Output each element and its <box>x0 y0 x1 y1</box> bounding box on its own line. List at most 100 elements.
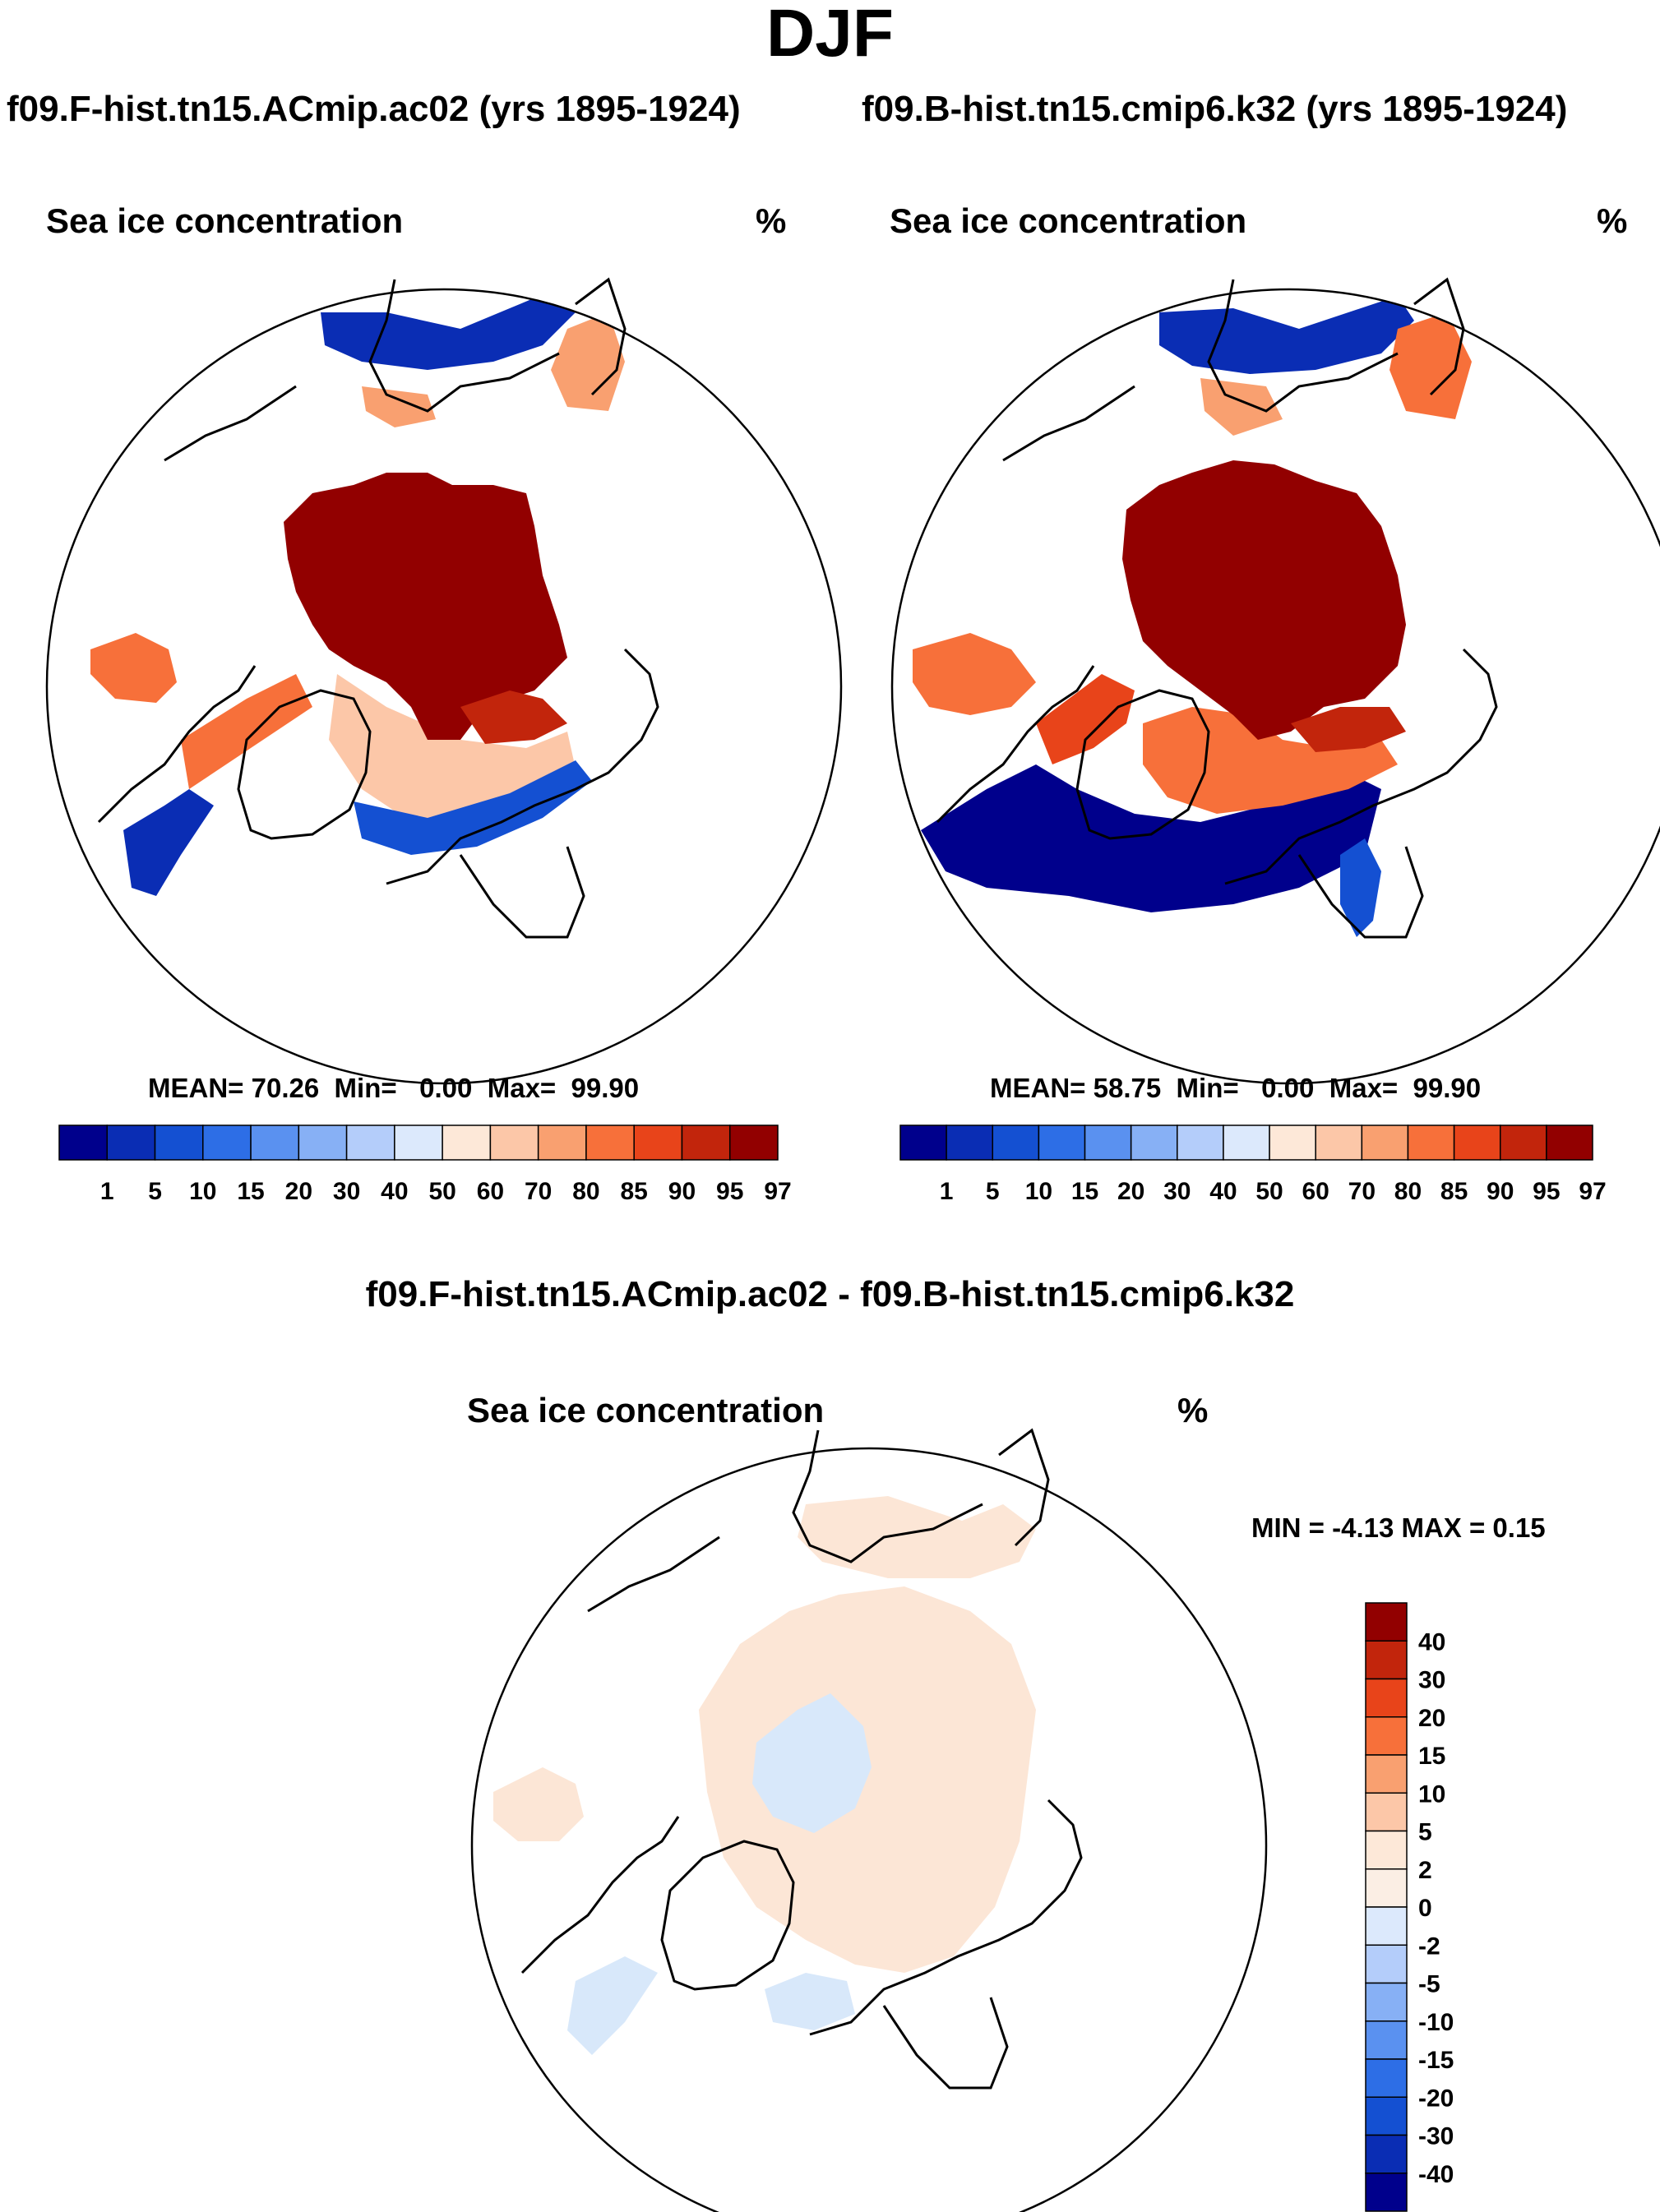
left-colorbar-label: 90 <box>668 1178 696 1205</box>
diff-colorbar-label: 40 <box>1418 1628 1445 1656</box>
left-colorbar-label: 95 <box>716 1178 743 1205</box>
right-variable-label: Sea ice concentration <box>890 201 1247 240</box>
right-colorbar-swatch <box>1177 1124 1224 1161</box>
left-okhotsk-ice <box>551 312 625 411</box>
diff-colorbar-swatch <box>1365 2058 1408 2098</box>
diff-colorbar-label: 10 <box>1418 1780 1445 1808</box>
right-greenland-sea-ice <box>1143 707 1398 814</box>
left-colorbar-swatch <box>394 1124 443 1161</box>
left-colorbar-label: 30 <box>333 1178 360 1205</box>
left-colorbar-label: 5 <box>148 1178 162 1205</box>
right-atlantic-open-water <box>921 764 1381 912</box>
right-case-title: f09.B-hist.tn15.cmip6.k32 (yrs 1895-1924… <box>862 89 1568 129</box>
right-bering-ice <box>1200 378 1283 436</box>
right-colorbar-label: 97 <box>1579 1178 1606 1205</box>
left-colorbar-swatch <box>154 1124 204 1161</box>
right-colorbar-label: 50 <box>1255 1178 1283 1205</box>
right-arctic-core <box>1122 460 1406 740</box>
right-colorbar-swatch <box>946 1124 994 1161</box>
left-colorbar-label: 50 <box>428 1178 455 1205</box>
left-map-boundary <box>45 288 843 1085</box>
diff-colorbar-swatch <box>1365 1944 1408 1984</box>
diff-colorbar-swatch <box>1365 1792 1408 1832</box>
diff-map-boundary <box>470 1447 1268 2212</box>
left-labrador-ice <box>181 674 312 789</box>
right-colorbar-swatch <box>1315 1124 1363 1161</box>
right-labrador-ice <box>1036 674 1135 764</box>
left-kara-ice <box>460 690 567 744</box>
diff-colorbar-label: -15 <box>1418 2047 1454 2074</box>
diff-central-negative <box>752 1693 872 1833</box>
right-colorbar-label: 70 <box>1348 1178 1376 1205</box>
diff-variable-label: Sea ice concentration <box>467 1391 825 1429</box>
right-map-boundary <box>890 288 1660 1085</box>
diff-colorbar-label: 2 <box>1418 1857 1432 1884</box>
right-colorbar-swatch <box>1038 1124 1086 1161</box>
left-stats: MEAN= 70.26 Min= 0.00 Max= 99.90 <box>148 1073 640 1103</box>
left-scandinavia-coast <box>459 846 585 939</box>
right-colorbar-label: 95 <box>1533 1178 1560 1205</box>
left-arctic-core <box>284 473 567 740</box>
right-units-label: % <box>1597 201 1628 240</box>
right-alaska-coast <box>1002 385 1135 462</box>
left-colorbar-swatch <box>250 1124 300 1161</box>
left-colorbar-swatch <box>585 1124 635 1161</box>
right-colorbar-label: 40 <box>1209 1178 1237 1205</box>
left-colorbar-swatch <box>489 1124 539 1161</box>
left-eurasia-coast <box>386 648 659 885</box>
left-case-title: f09.F-hist.tn15.ACmip.ac02 (yrs 1895-192… <box>7 89 741 129</box>
diff-min-max: MIN = -4.13 MAX = 0.15 <box>1251 1512 1546 1543</box>
left-colorbar-swatch <box>681 1124 731 1161</box>
left-mean-value: 70.26 <box>251 1073 320 1103</box>
diff-colorbar-swatch <box>1365 1868 1408 1908</box>
diff-okhotsk-positive <box>798 1496 1036 1578</box>
diff-eurasia-coast <box>809 1799 1083 2036</box>
left-greenland-coast <box>237 689 372 840</box>
right-okhotsk-ice <box>1389 312 1472 419</box>
right-coastlines <box>936 277 1498 939</box>
left-colorbar-label: 40 <box>381 1178 408 1205</box>
diff-colorbar-swatch <box>1365 2173 1408 2212</box>
left-alaska-coast <box>164 385 297 462</box>
right-okhotsk-water <box>1159 296 1414 374</box>
diff-colorbar-label: -2 <box>1418 1933 1440 1960</box>
right-colorbar-swatch <box>899 1124 947 1161</box>
left-polar-map <box>45 277 843 1085</box>
diff-hudson-positive <box>493 1767 584 1841</box>
left-colorbar-swatch <box>442 1124 492 1161</box>
left-bering-ice <box>362 386 436 427</box>
diff-colorbar-label: -10 <box>1418 2009 1454 2036</box>
right-north-america-coast <box>936 665 1095 824</box>
left-north-america-coast <box>97 665 257 824</box>
right-eurasia-coast <box>1224 648 1498 885</box>
diff-colorbar-label: 30 <box>1418 1667 1445 1694</box>
diff-coastlines <box>520 1428 1083 2090</box>
right-scandinavia-coast <box>1297 846 1424 939</box>
right-colorbar-label: 90 <box>1487 1178 1514 1205</box>
right-kara-ice <box>1291 707 1406 752</box>
diff-colorbar-swatch <box>1365 1716 1408 1756</box>
left-ice-field <box>90 289 625 896</box>
right-hudson-ice <box>913 633 1036 715</box>
right-colorbar-swatch <box>992 1124 1040 1161</box>
diff-barents-negative <box>765 1973 855 2030</box>
diff-colorbar-label: -30 <box>1418 2123 1454 2150</box>
right-colorbar-swatch <box>1407 1124 1455 1161</box>
left-colorbar-label: 85 <box>621 1178 648 1205</box>
left-colorbar-label: 15 <box>237 1178 264 1205</box>
left-units-label: % <box>756 201 787 240</box>
diff-colorbar-swatch <box>1365 2134 1408 2174</box>
left-hudson-ice <box>90 633 177 703</box>
diff-colorbar-swatch <box>1365 1830 1408 1870</box>
difference-title: f09.F-hist.tn15.ACmip.ac02 - f09.B-hist.… <box>365 1274 1295 1314</box>
right-colorbar-swatch <box>1499 1124 1547 1161</box>
right-baltic-water <box>1340 838 1381 937</box>
left-colorbar-label: 1 <box>100 1178 114 1205</box>
diff-scandinavia-coast <box>882 1997 1009 2090</box>
left-coastlines <box>97 277 659 939</box>
left-colorbar-swatch <box>633 1124 683 1161</box>
right-colorbar-swatch <box>1269 1124 1316 1161</box>
diff-colorbar-label: -5 <box>1418 1971 1440 1998</box>
left-colorbar: 1 5 10 15 20 30 40 50 60 70 80 85 90 95 97 <box>58 1124 792 1205</box>
